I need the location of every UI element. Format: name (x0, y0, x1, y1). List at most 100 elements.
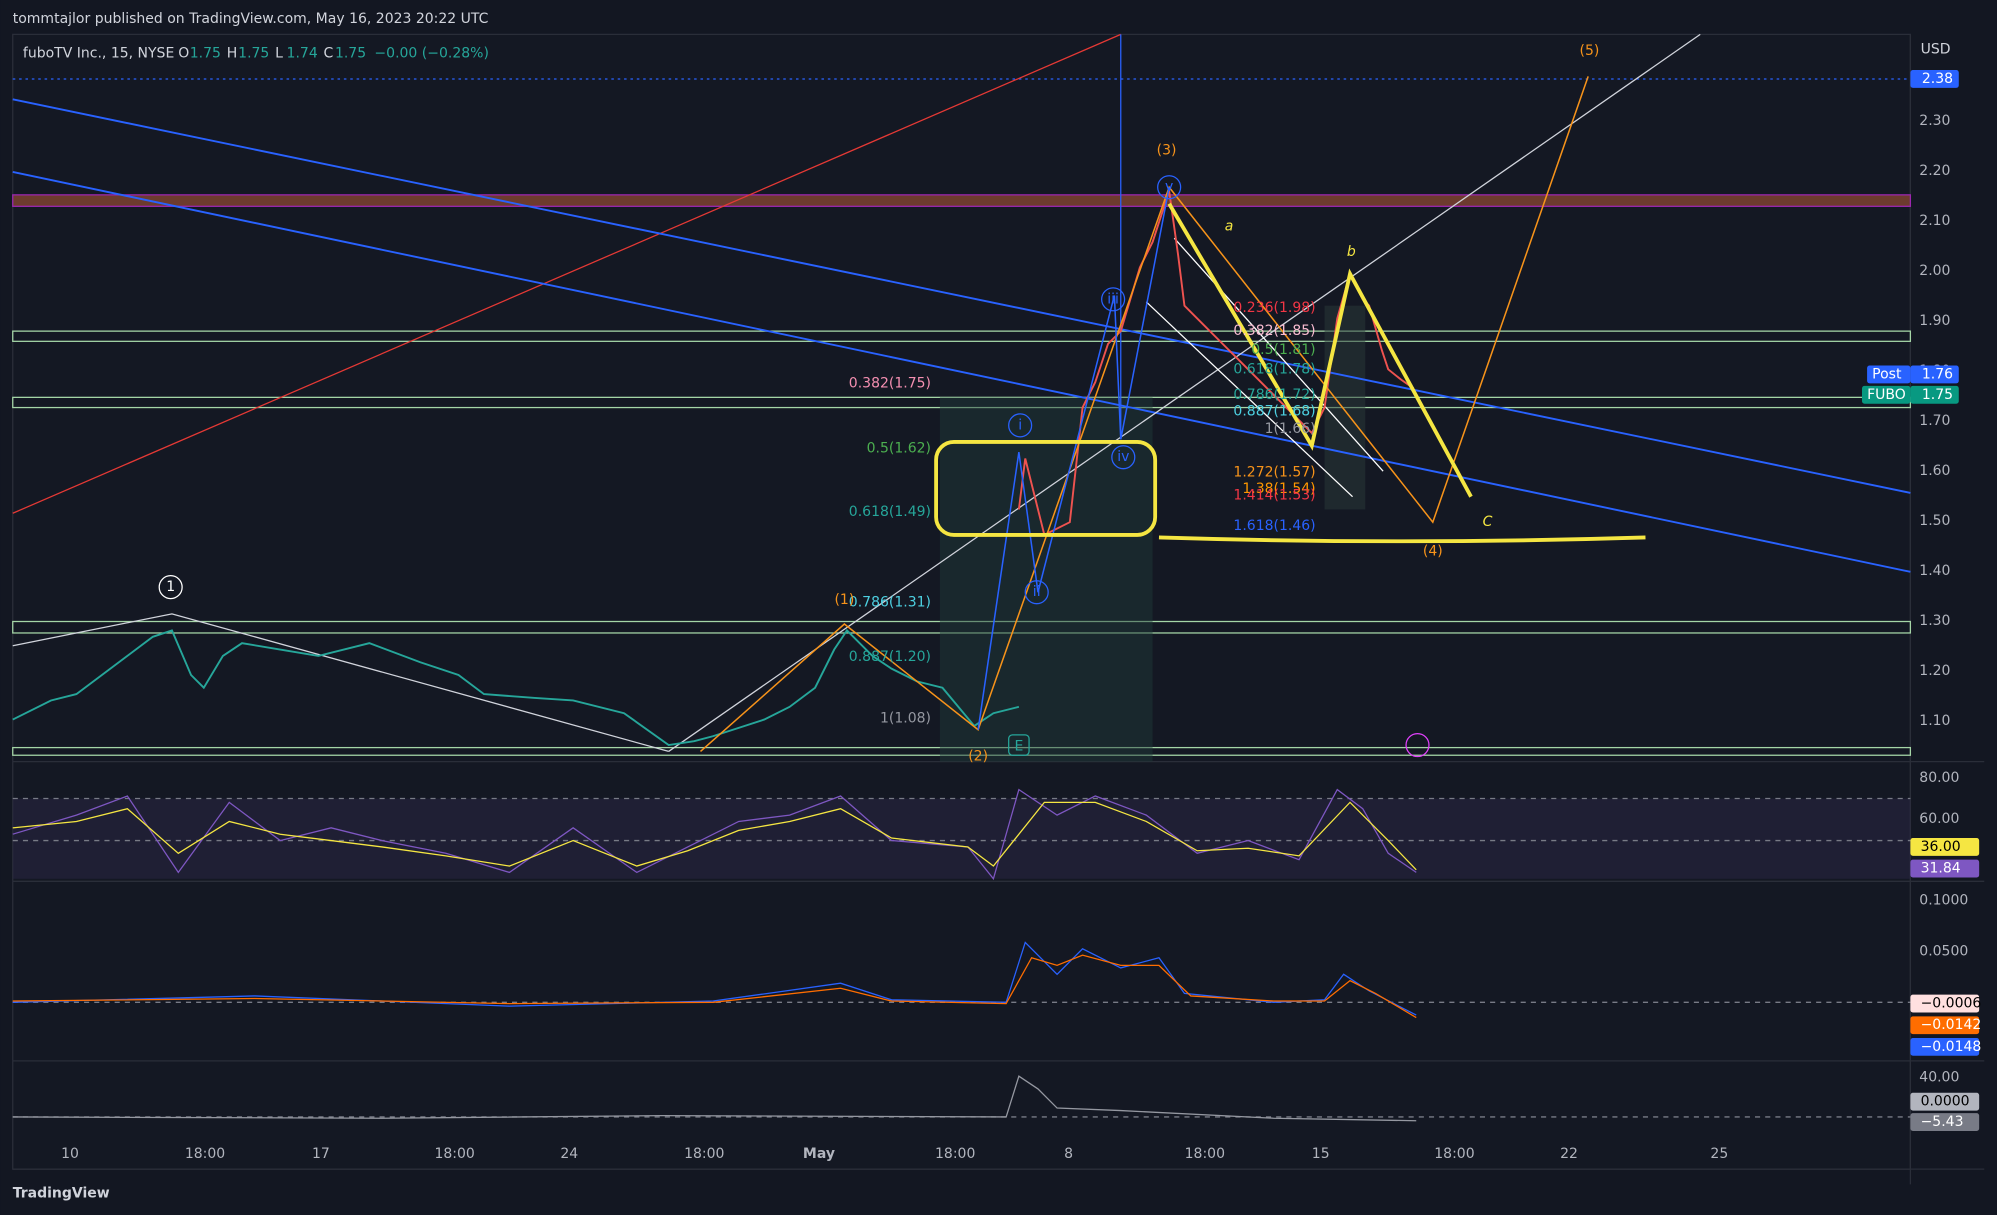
wave-path (699, 76, 1589, 752)
fib-label: 1.618(1.46) (1233, 518, 1315, 534)
ohlc-value: 1.74 (287, 45, 318, 61)
wave-label: 1 (166, 579, 175, 595)
fib-label: 1.272(1.57) (1233, 465, 1315, 481)
highlight-line (1158, 535, 1646, 544)
price-badge-label-bg (1861, 385, 1911, 404)
ohlc-value: 1.75 (335, 45, 366, 61)
rsi-badge (1910, 859, 1980, 878)
rsi-line (12, 788, 1417, 881)
price-tick-label: 1.30 (1919, 613, 1950, 629)
channel-line (1173, 237, 1384, 472)
price-badge-label: FUBO (1867, 387, 1906, 403)
time-tick-label: 10 (61, 1146, 79, 1162)
price-badge (1910, 365, 1959, 384)
macd-badge (1910, 994, 1980, 1013)
resistance-zone (12, 194, 1912, 207)
macd-tick-label: 0.0500 (1919, 943, 1968, 959)
fib-label: 0.382(1.85) (1233, 323, 1315, 339)
fib-label: 0.887(1.68) (1233, 403, 1315, 419)
fib-label: 0.786(1.72) (1233, 387, 1315, 403)
handwritten-label: b (1347, 244, 1356, 260)
time-tick-label: 18:00 (935, 1146, 975, 1162)
price-tick-label: 2.00 (1919, 263, 1950, 279)
wave-label: iv (1117, 449, 1129, 465)
trend-line (12, 98, 1911, 494)
time-tick-label: 24 (560, 1146, 578, 1162)
time-tick-label: 8 (1064, 1146, 1073, 1162)
osc-line (12, 1075, 1417, 1122)
trend-line (668, 33, 1701, 752)
fib-label: 0.786(1.31) (849, 594, 931, 610)
macd-tick-label: 0.1000 (1919, 892, 1968, 908)
ohlc-value: 1.75 (190, 45, 221, 61)
wave-label: (3) (1157, 142, 1177, 158)
wave-label: v (1165, 179, 1173, 195)
fib-label: 1(1.08) (880, 710, 931, 726)
wave-circle (1157, 175, 1182, 200)
fib-box (939, 397, 1153, 762)
fib-label: 0.236(1.98) (1233, 300, 1315, 316)
time-tick-label: 17 (312, 1146, 330, 1162)
handwritten-label: C (1483, 514, 1493, 530)
ohlc-key: C (324, 45, 334, 61)
trend-line (12, 613, 669, 753)
price-tick-label: 2.30 (1919, 113, 1950, 129)
osc-badge-value: 0.0000 (1921, 1094, 1970, 1110)
wave-circle (1024, 580, 1049, 605)
wave-label: iii (1107, 291, 1119, 307)
fib-label: 1.38(1.54) (1242, 481, 1315, 497)
earnings-icon (1008, 734, 1030, 756)
wave-label: (4) (1423, 543, 1443, 559)
ohlc-value: 1.75 (238, 45, 269, 61)
symbol: fuboTV Inc., 15, NYSE (23, 45, 174, 61)
rsi-signal (12, 801, 1417, 871)
fib-label: 1(1.66) (1265, 421, 1316, 437)
price-badge-value: 1.75 (1922, 387, 1953, 403)
osc-tick-label: 40.00 (1919, 1069, 1959, 1085)
rsi-tick-label: 60.00 (1919, 811, 1959, 827)
wave-label: (2) (968, 749, 988, 765)
fib-label: 0.618(1.78) (1233, 361, 1315, 377)
macd-badge (1910, 1037, 1980, 1056)
time-tick-label: 18:00 (1434, 1146, 1474, 1162)
price-tick-label: 1.50 (1919, 513, 1950, 529)
fib-label: 1.414(1.53) (1233, 487, 1315, 503)
price-tick-label: 1.60 (1919, 463, 1950, 479)
support-zones (12, 330, 1912, 756)
fib-label: 0.5(1.62) (867, 440, 931, 456)
ohlc-key: H (227, 45, 238, 61)
osc-badge-value: −5.43 (1921, 1114, 1964, 1130)
time-tick-label: May (803, 1146, 835, 1162)
brand: TradingView (13, 1185, 110, 1201)
macd-signal (12, 954, 1417, 1019)
publisher: tommtajlor published on TradingView.com,… (13, 11, 489, 27)
price-tick-label: 1.20 (1919, 663, 1950, 679)
osc-badge (1910, 1092, 1980, 1111)
price-badge (1910, 385, 1959, 404)
macd-badge-value: −0.0006 (1921, 996, 1982, 1012)
time-tick-label: 18:00 (185, 1146, 225, 1162)
wave-circle (1008, 413, 1033, 438)
wave-label: i (1018, 417, 1022, 433)
time-tick-label: 18:00 (434, 1146, 474, 1162)
rsi-band (12, 798, 1911, 879)
fib-label: 0.382(1.75) (849, 375, 931, 391)
price-path (12, 628, 1020, 747)
currency: USD (1921, 42, 1951, 58)
wave-circle (1111, 445, 1136, 470)
channel-line (1145, 301, 1353, 498)
time-tick-label: 22 (1560, 1146, 1578, 1162)
fib-label: 0.5(1.81) (1251, 342, 1315, 358)
price-tick-label: 2.20 (1919, 163, 1950, 179)
rsi-badge-value: 31.84 (1921, 861, 1961, 877)
wave-circle (158, 575, 183, 600)
price-tick-label: 1.70 (1919, 413, 1950, 429)
highlight-box (934, 440, 1158, 537)
fib-label: 0.618(1.49) (849, 504, 931, 520)
trend-line (12, 33, 1122, 514)
price-tick-label: 1.90 (1919, 313, 1950, 329)
fib-box-right (1324, 305, 1366, 510)
time-tick-label: 15 (1312, 1146, 1330, 1162)
